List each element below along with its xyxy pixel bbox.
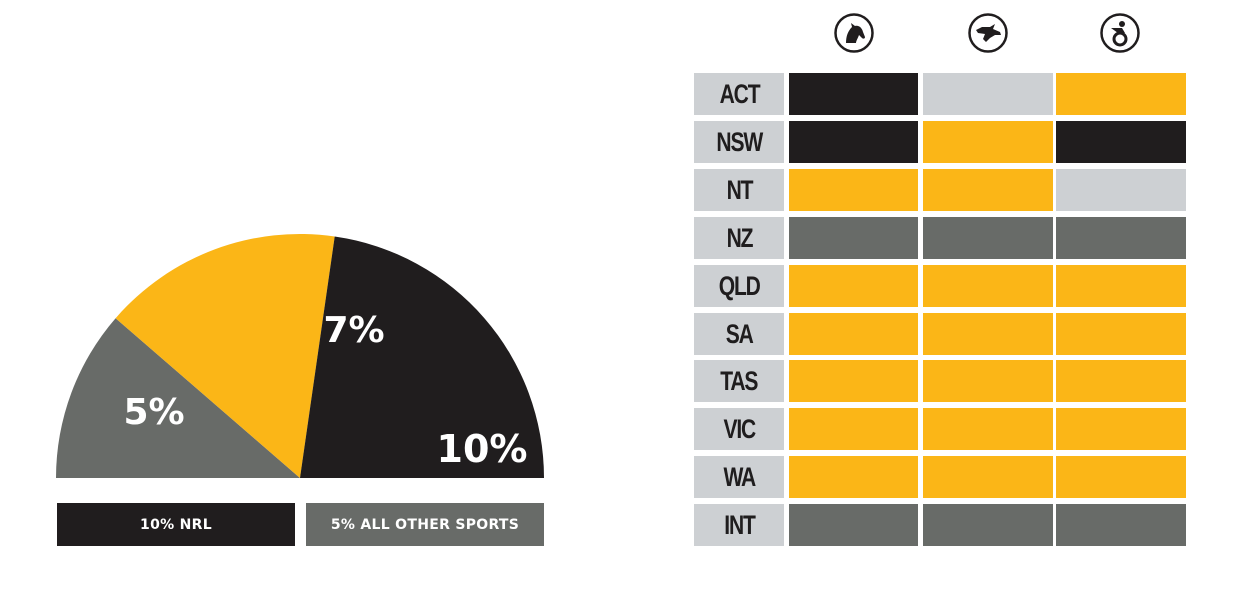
row-label-text: TAS <box>720 365 758 396</box>
cell-int-col3 <box>1056 504 1186 546</box>
cell-wa-col3 <box>1056 456 1186 498</box>
row-label-text: NZ <box>726 222 753 253</box>
cell-vic-col3 <box>1056 408 1186 450</box>
semicircle-pie-chart: 5% 7% 10% <box>56 233 544 478</box>
row-label-text: NT <box>726 174 753 205</box>
row-label-tas: TAS <box>694 360 784 402</box>
pie-label-7-percent: 7% <box>323 310 384 351</box>
cell-wa-col1 <box>789 456 918 498</box>
legend-nrl-label: 10% NRL <box>140 516 212 533</box>
row-label-vic: VIC <box>694 408 784 450</box>
pie-slice-10-percent <box>300 236 544 478</box>
horse-head-icon <box>834 13 874 53</box>
row-label-text: ACT <box>719 78 760 109</box>
row-label-text: QLD <box>718 270 761 301</box>
cell-nz-col3 <box>1056 217 1186 259</box>
cell-nt-col3 <box>1056 169 1186 211</box>
cell-nt-col2 <box>923 169 1053 211</box>
row-label-sa: SA <box>694 313 784 355</box>
legend-all-other-sports: 5% ALL OTHER SPORTS <box>306 503 544 546</box>
row-label-text: WA <box>723 461 756 492</box>
cell-wa-col2 <box>923 456 1053 498</box>
cell-nz-col2 <box>923 217 1053 259</box>
greyhound-head-icon <box>968 13 1008 53</box>
row-label-text: SA <box>725 318 754 349</box>
pie-label-10-percent: 10% <box>437 427 528 471</box>
row-label-text: NSW <box>716 126 763 157</box>
row-label-text: INT <box>723 509 756 540</box>
cell-sa-col2 <box>923 313 1053 355</box>
pie-slice-5-percent <box>56 318 300 478</box>
cell-tas-col2 <box>923 360 1053 402</box>
cell-qld-col1 <box>789 265 918 307</box>
cell-nsw-col3 <box>1056 121 1186 163</box>
legend-all-other-sports-label: 5% ALL OTHER SPORTS <box>330 516 520 533</box>
cell-tas-col3 <box>1056 360 1186 402</box>
cell-qld-col2 <box>923 265 1053 307</box>
cell-int-col2 <box>923 504 1053 546</box>
pie-label-5-percent: 5% <box>123 392 184 433</box>
row-label-qld: QLD <box>694 265 784 307</box>
cell-nz-col1 <box>789 217 918 259</box>
cell-nt-col1 <box>789 169 918 211</box>
cell-tas-col1 <box>789 360 918 402</box>
row-label-int: INT <box>694 504 784 546</box>
cell-vic-col1 <box>789 408 918 450</box>
cell-nsw-col1 <box>789 121 918 163</box>
cell-act-col2 <box>923 73 1053 115</box>
cell-act-col3 <box>1056 73 1186 115</box>
row-label-nt: NT <box>694 169 784 211</box>
cell-sa-col1 <box>789 313 918 355</box>
cell-act-col1 <box>789 73 918 115</box>
row-label-nz: NZ <box>694 217 784 259</box>
cell-sa-col3 <box>1056 313 1186 355</box>
harness-racing-icon <box>1100 13 1140 53</box>
cell-qld-col3 <box>1056 265 1186 307</box>
legend-nrl: 10% NRL <box>57 503 295 546</box>
row-label-wa: WA <box>694 456 784 498</box>
row-label-act: ACT <box>694 73 784 115</box>
cell-nsw-col2 <box>923 121 1053 163</box>
cell-int-col1 <box>789 504 918 546</box>
cell-vic-col2 <box>923 408 1053 450</box>
row-label-text: VIC <box>723 413 756 444</box>
row-label-nsw: NSW <box>694 121 784 163</box>
pie-slice-7-percent <box>115 233 335 478</box>
